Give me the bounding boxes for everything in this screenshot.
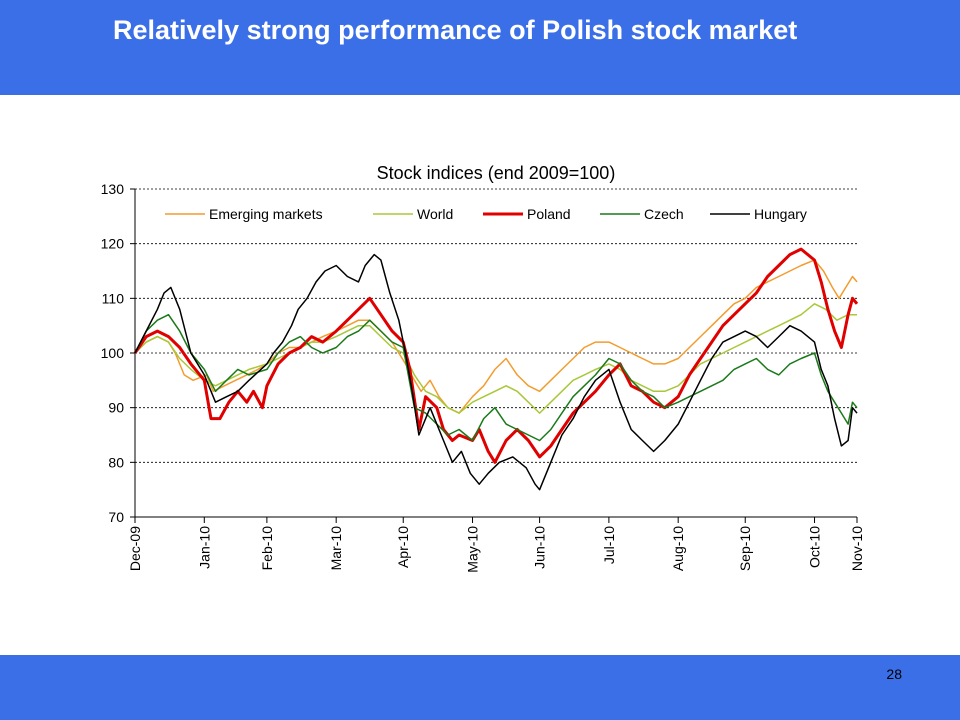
series-line-poland — [133, 247, 859, 464]
x-tick-label: Jul-10 — [601, 526, 617, 564]
series-line-emerging-markets — [134, 259, 858, 414]
chart-legend: Emerging markets World Poland Czech Hungary — [165, 206, 807, 222]
legend-label: Hungary — [754, 206, 807, 222]
x-tick-label: Oct-10 — [807, 526, 823, 568]
page-number: 28 — [886, 666, 902, 682]
y-tick-label: 90 — [108, 400, 124, 416]
legend-label: Emerging markets — [209, 206, 323, 222]
y-tick-label: 80 — [108, 454, 124, 470]
y-tick-label: 110 — [102, 290, 125, 306]
x-tick-label: Feb-10 — [259, 526, 275, 571]
legend-label: Czech — [644, 206, 684, 222]
footer-bar: 28 — [0, 655, 960, 720]
x-tick-label: Apr-10 — [395, 526, 411, 568]
title-bar: Relatively strong performance of Polish … — [0, 0, 960, 95]
x-tick-label: Dec-09 — [127, 526, 143, 571]
legend-label: Poland — [527, 206, 571, 222]
x-tick-label: Jan-10 — [196, 526, 212, 569]
legend-label: World — [417, 206, 453, 222]
x-tick-label: Aug-10 — [670, 526, 686, 571]
x-tick-label: Mar-10 — [328, 526, 344, 571]
y-tick-label: 130 — [101, 181, 125, 197]
chart-title: Stock indices (end 2009=100) — [377, 163, 616, 183]
series-line-world — [134, 303, 857, 414]
x-tick-label: May-10 — [465, 526, 481, 573]
series-line-czech — [134, 313, 858, 442]
x-tick-label: Sep-10 — [737, 526, 753, 571]
x-tick-label: Nov-10 — [849, 526, 865, 571]
y-tick-label: 100 — [101, 345, 125, 361]
x-tick-label: Jun-10 — [532, 526, 548, 569]
slide-title: Relatively strong performance of Polish … — [113, 15, 798, 45]
y-tick-label: 70 — [108, 509, 124, 525]
y-tick-label: 120 — [101, 236, 125, 252]
series-line-hungary — [134, 253, 858, 491]
